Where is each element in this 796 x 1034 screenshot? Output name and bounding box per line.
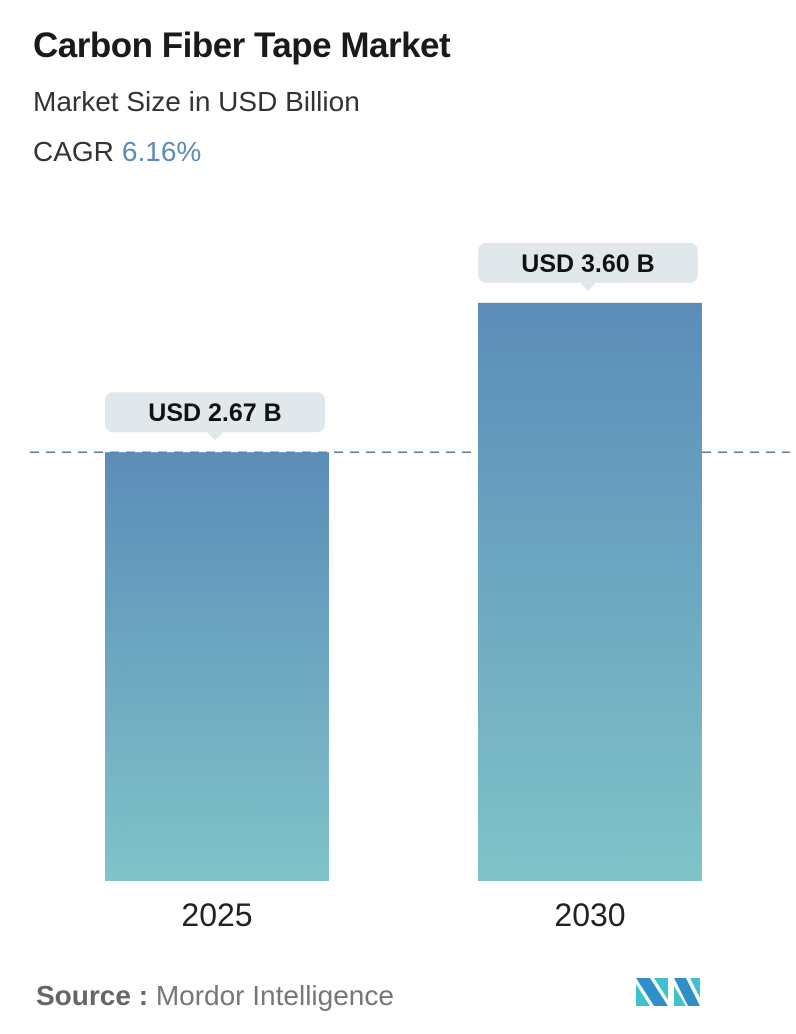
chart-title: Carbon Fiber Tape Market — [33, 26, 451, 65]
data-label-2025: USD 2.67 B — [148, 399, 281, 427]
bar-chart: USD 2.67 B 2025 USD 3.60 B 2030 — [30, 242, 790, 933]
x-tick-label-2030: 2030 — [554, 897, 625, 933]
data-label-box-2030 — [478, 242, 698, 283]
source-value: Mordor Intelligence — [155, 980, 394, 1011]
bar-2030 — [478, 302, 702, 882]
data-label-pointer-2030 — [580, 282, 596, 291]
mordor-logo — [636, 978, 700, 1006]
cagr-label: CAGR — [33, 136, 114, 167]
cagr: CAGR 6.16% — [33, 136, 201, 168]
data-label-2030: USD 3.60 B — [521, 250, 654, 278]
data-label-pointer-2025 — [207, 432, 223, 441]
chart-subtitle: Market Size in USD Billion — [33, 86, 360, 117]
x-tick-label-2025: 2025 — [181, 897, 252, 933]
data-label-box-2025 — [105, 392, 325, 433]
source-label: Source : — [36, 980, 149, 1011]
cagr-value: 6.16% — [121, 136, 202, 167]
source: Source : Mordor Intelligence — [36, 980, 394, 1012]
bar-2025 — [105, 452, 329, 881]
